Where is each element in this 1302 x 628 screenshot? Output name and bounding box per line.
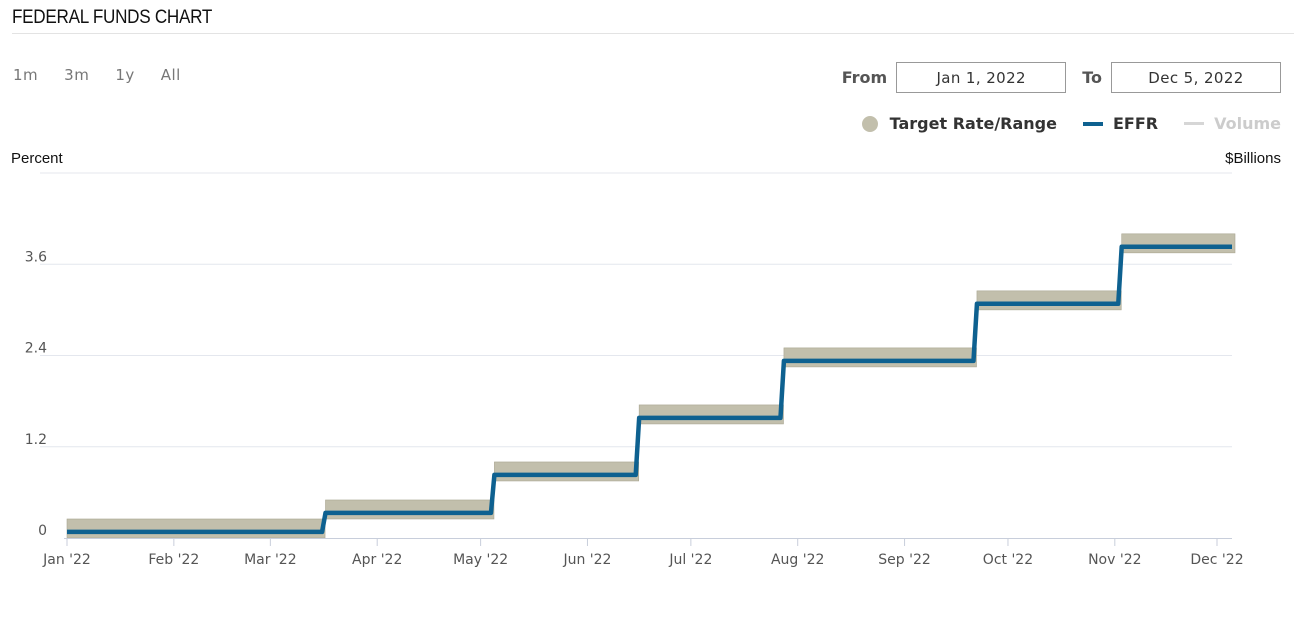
legend-label-volume: Volume [1214,114,1281,133]
x-axis: Jan '22 Feb '22 Mar '22 Apr '22 May '22 Jun '… [42,538,1244,568]
legend-item-volume[interactable]: Volume [1184,114,1281,133]
range-button-1m[interactable]: 1m [13,66,39,84]
target-range-band [66,518,326,539]
target-range-band [783,347,977,368]
range-selector: 1m 3m 1y All [13,66,207,84]
target-range-band [976,290,1122,311]
x-tick-label: Jul '22 [668,552,712,568]
x-tick-label: Oct '22 [983,552,1033,568]
x-tick-label: Aug '22 [771,552,824,568]
y-tick-labels: 0 1.2 2.4 3.6 [25,249,47,539]
from-label: From [841,68,888,87]
y-tick-label: 0 [38,523,47,539]
effr-series-line [67,244,1232,535]
effr-swatch-icon [1082,121,1103,126]
y-axis-title: Percent [11,150,63,167]
x-tick-label: Nov '22 [1088,552,1141,568]
target-swatch-icon [861,115,878,132]
date-range-controls: From Jan 1, 2022 To Dec 5, 2022 [842,62,1281,93]
x-tick-label: Dec '22 [1190,552,1243,568]
to-label: To [1082,68,1102,87]
target-range-band [494,461,640,482]
to-date-input[interactable]: Dec 5, 2022 [1111,62,1281,93]
x-tick-label: Sep '22 [878,552,931,568]
range-button-1y[interactable]: 1y [115,66,135,84]
target-rate-bands [66,233,1236,539]
from-date-input[interactable]: Jan 1, 2022 [896,62,1067,93]
target-range-band [325,499,495,520]
y-tick-label: 3.6 [25,249,47,265]
x-tick-label: Feb '22 [148,552,199,568]
legend-item-effr[interactable]: EFFR [1082,114,1159,133]
x-tick-label: May '22 [453,552,508,568]
target-range-band [638,404,784,425]
title-divider [12,33,1294,34]
x-tick-label: Mar '22 [244,552,297,568]
page-title: FEDERAL FUNDS CHART [12,7,213,28]
volume-swatch-icon [1184,122,1205,125]
x-tick-label: Jan '22 [42,552,91,568]
y-tick-label: 2.4 [25,341,47,357]
range-button-3m[interactable]: 3m [64,66,90,84]
grid-lines [40,172,1232,448]
y-tick-label: 1.2 [25,432,47,448]
y2-axis-title: $Billions [1225,150,1281,167]
x-tick-label: Jun '22 [562,552,611,568]
legend-item-target[interactable]: Target Rate/Range [861,114,1057,133]
range-button-all[interactable]: All [160,66,181,84]
target-range-band [1121,233,1236,254]
chart-legend: Target Rate/Range EFFR Volume [836,114,1281,133]
legend-label-effr: EFFR [1112,114,1159,133]
x-tick-label: Apr '22 [352,552,402,568]
federal-funds-chart: 0 1.2 2.4 3.6 Jan '22 Feb '22 Mar '22 Apr '22 M… [25,172,1244,568]
legend-label-target: Target Rate/Range [889,114,1057,133]
